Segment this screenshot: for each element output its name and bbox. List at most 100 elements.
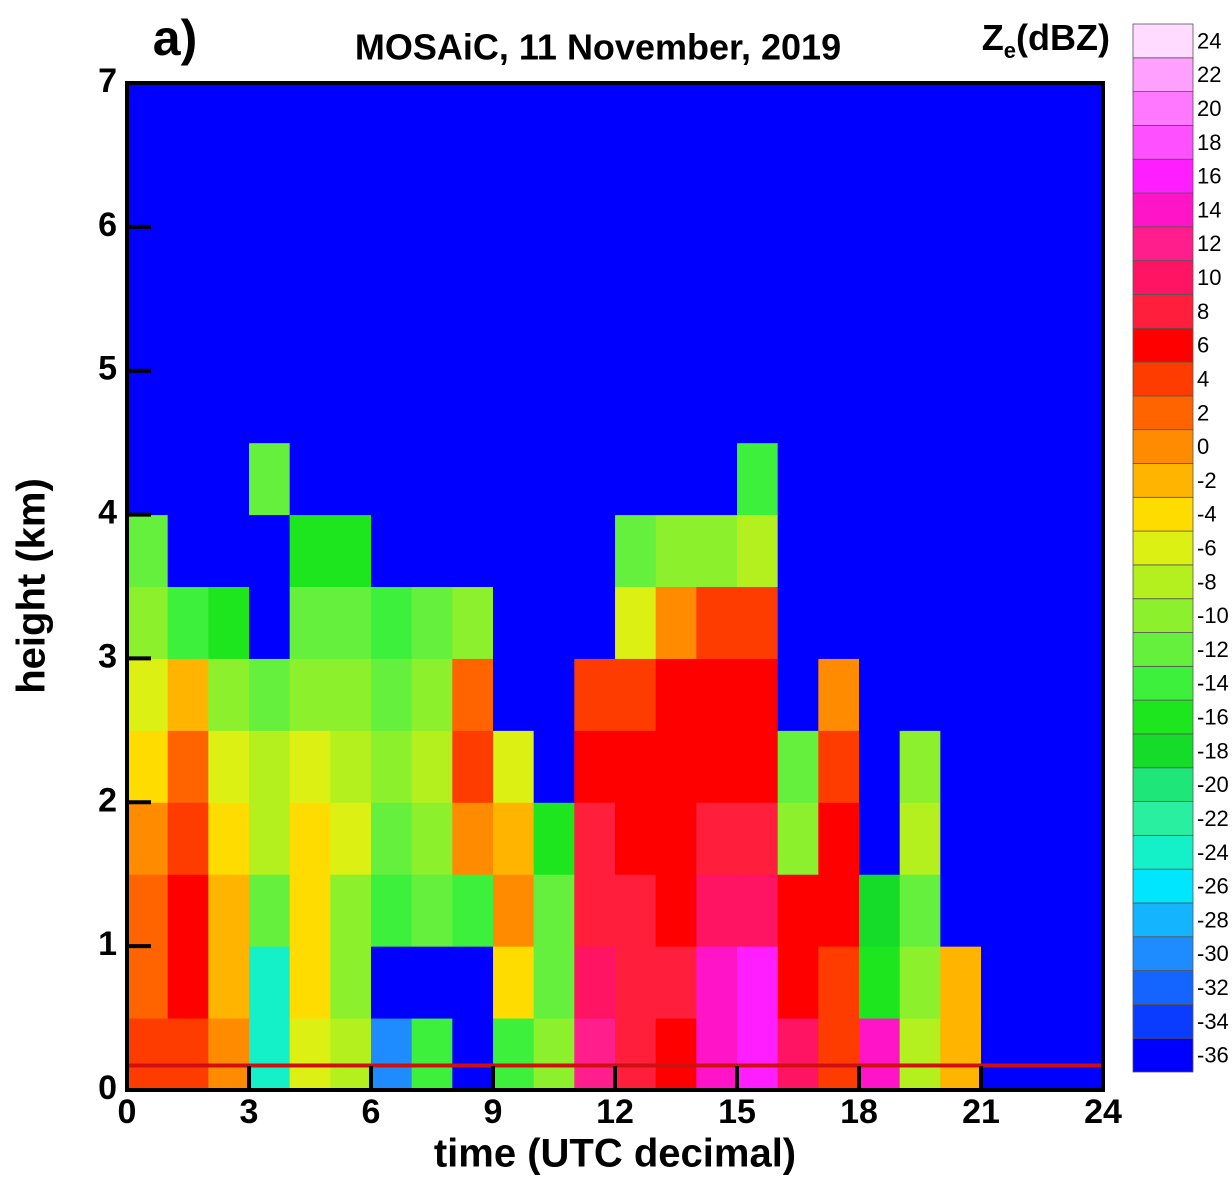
heat-cell [737, 226, 779, 300]
x-axis-label: time (UTC decimal) [434, 1132, 796, 1176]
heat-cell [493, 730, 535, 803]
heat-cell [249, 874, 291, 947]
heat-cell [411, 802, 453, 875]
colorbar-box [1132, 902, 1194, 938]
heat-cell [696, 226, 738, 300]
heat-cell [208, 226, 250, 300]
heat-cell [899, 298, 941, 372]
heat-cell [1062, 730, 1104, 803]
heat-cell [1062, 514, 1104, 587]
colorbar-label: 12 [1197, 231, 1221, 256]
heat-cell [615, 442, 657, 516]
heat-cell [330, 586, 372, 659]
colorbar-box [1132, 1003, 1194, 1039]
heat-cell [899, 802, 941, 875]
heat-cell [818, 514, 860, 587]
heat-cell [1021, 946, 1063, 1019]
colorbar-box [1132, 125, 1194, 160]
heat-cell [859, 658, 901, 731]
colorbar-title: Ze(dBZ) [982, 17, 1110, 63]
heat-cell [615, 802, 657, 875]
heat-cell [411, 586, 453, 659]
heat-cell [981, 658, 1023, 731]
heat-cell [737, 298, 779, 372]
heat-cell [777, 802, 819, 875]
heat-cell [208, 658, 250, 731]
heat-cell [127, 586, 169, 659]
heat-cell [899, 370, 941, 444]
heat-cell [777, 658, 819, 731]
heat-cell [330, 946, 372, 1019]
x-tick-label: 21 [962, 1093, 1000, 1131]
heat-cell [208, 154, 250, 228]
heat-cell [655, 442, 697, 516]
heat-cell [818, 154, 860, 228]
heat-cell [493, 802, 535, 875]
heat-cell [940, 802, 982, 875]
heat-cell [167, 802, 209, 875]
heat-cell [493, 586, 535, 659]
colorbar-label: -26 [1197, 874, 1229, 899]
colorbar-box [1132, 226, 1194, 262]
y-tick-label: 1 [98, 925, 117, 963]
colorbar-label: -32 [1197, 975, 1229, 1000]
heat-cell [371, 298, 413, 372]
heat-cell [411, 442, 453, 516]
heat-cell [615, 370, 657, 444]
colorbar-box [1132, 665, 1194, 701]
heat-cell [655, 802, 697, 875]
heat-cell [1021, 586, 1063, 659]
heat-cell [777, 874, 819, 947]
heat-cell [981, 226, 1023, 300]
heat-cell [249, 298, 291, 372]
heat-cell [1021, 370, 1063, 444]
colorbar-label: 20 [1197, 96, 1221, 121]
heat-cell [655, 946, 697, 1019]
colorbar-label: -22 [1197, 806, 1229, 831]
heat-cell [249, 586, 291, 659]
heat-cell [981, 154, 1023, 228]
heat-cell [533, 802, 575, 875]
heat-cell [289, 370, 331, 444]
heat-cell [574, 658, 616, 731]
heat-cell [574, 1018, 616, 1091]
heat-cell [289, 946, 331, 1019]
heat-cell [574, 154, 616, 228]
heat-cell [899, 1018, 941, 1091]
heat-cell [371, 874, 413, 947]
colorbar-label: -34 [1197, 1009, 1229, 1034]
heat-cell [981, 442, 1023, 516]
heat-cell [981, 514, 1023, 587]
heat-cell [899, 946, 941, 1019]
heat-cell [696, 370, 738, 444]
heat-cell [899, 658, 941, 731]
heat-cell [615, 658, 657, 731]
heat-cell [940, 946, 982, 1019]
panel-label: a) [153, 10, 197, 66]
heat-cell [777, 83, 819, 156]
heat-cell [127, 226, 169, 300]
heat-cell [574, 514, 616, 587]
heat-cell [777, 514, 819, 587]
heat-cell [167, 514, 209, 587]
heat-cell [1021, 226, 1063, 300]
heat-cell [411, 83, 453, 156]
heat-cell [371, 586, 413, 659]
heat-cell [818, 442, 860, 516]
heat-cell [1062, 874, 1104, 947]
heat-cell [208, 586, 250, 659]
heat-cell [1062, 154, 1104, 228]
colorbar-box [1132, 429, 1194, 464]
heat-cell [859, 83, 901, 156]
heat-cell [981, 370, 1023, 444]
heat-cell [615, 874, 657, 947]
heat-cell [655, 298, 697, 372]
colorbar-box [1132, 801, 1194, 836]
heat-cell [940, 154, 982, 228]
heat-cell [818, 730, 860, 803]
heat-cell [1021, 83, 1063, 156]
heat-cell [167, 154, 209, 228]
heat-cell [208, 83, 250, 156]
heat-cell [574, 442, 616, 516]
heat-cell [127, 370, 169, 444]
